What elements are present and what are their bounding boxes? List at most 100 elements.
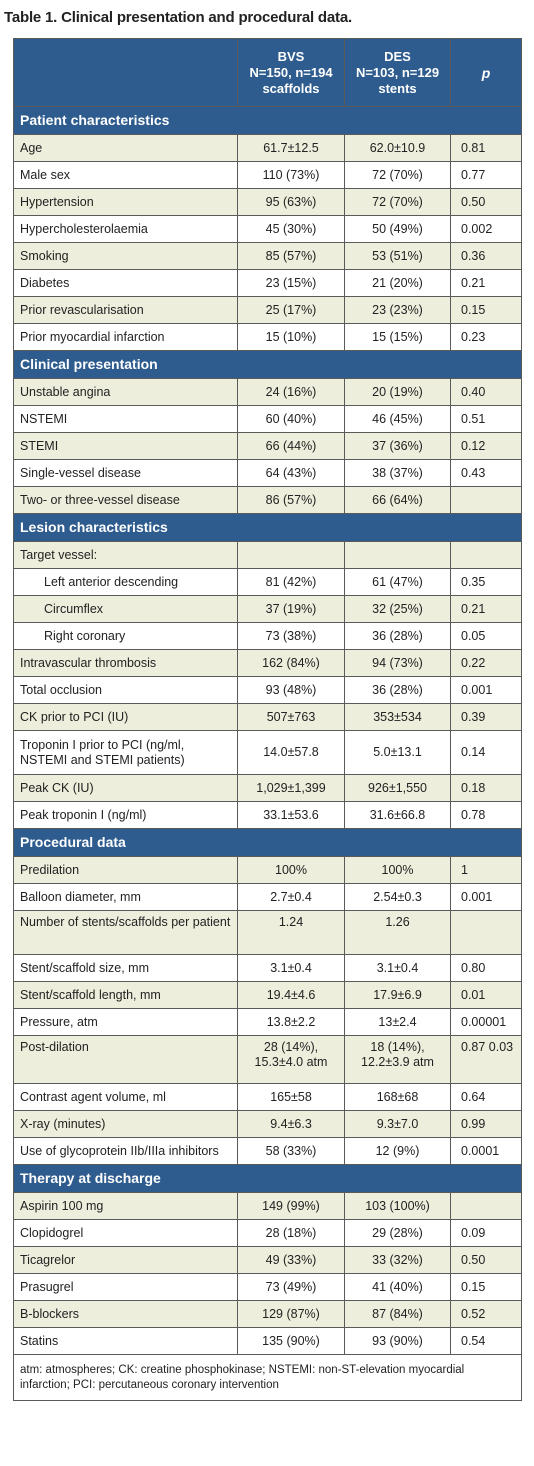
des-value: 87 (84%) <box>344 1300 451 1328</box>
table-row: Balloon diameter, mm 2.7±0.4 2.54±0.3 0.001 <box>13 883 522 911</box>
bvs-value: 165±58 <box>237 1083 345 1111</box>
bvs-value: 1.24 <box>237 910 345 955</box>
p-value <box>450 1192 522 1220</box>
header-bvs: BVS N=150, n=194 scaffolds <box>237 38 345 107</box>
row-label: Peak CK (IU) <box>13 774 238 802</box>
des-value: 1.26 <box>344 910 451 955</box>
row-label: Balloon diameter, mm <box>13 883 238 911</box>
bvs-value: 64 (43%) <box>237 459 345 487</box>
bvs-value: 100% <box>237 856 345 884</box>
p-value: 0.87 0.03 <box>450 1035 522 1084</box>
des-value: 20 (19%) <box>344 378 451 406</box>
section-header-row: Lesion characteristics <box>13 513 522 542</box>
row-label: Male sex <box>13 161 238 189</box>
row-label: Predilation <box>13 856 238 884</box>
p-value: 0.81 <box>450 134 522 162</box>
des-value: 2.54±0.3 <box>344 883 451 911</box>
table-row: CK prior to PCI (IU) 507±763 353±534 0.39 <box>13 703 522 731</box>
bvs-value: 28 (18%) <box>237 1219 345 1247</box>
footnote: atm: atmospheres; CK: creatine phosphoki… <box>13 1354 522 1401</box>
row-label: Contrast agent volume, ml <box>13 1083 238 1111</box>
bvs-value: 9.4±6.3 <box>237 1110 345 1138</box>
bvs-value: 37 (19%) <box>237 595 345 623</box>
des-value <box>344 541 451 569</box>
bvs-value: 49 (33%) <box>237 1246 345 1274</box>
des-value: 13±2.4 <box>344 1008 451 1036</box>
section-header: Clinical presentation <box>13 350 522 379</box>
row-label: Stent/scaffold length, mm <box>13 981 238 1009</box>
table-row: Circumflex 37 (19%) 32 (25%) 0.21 <box>13 595 522 623</box>
table-row: Predilation 100% 100% 1 <box>13 856 522 884</box>
table-row: Stent/scaffold size, mm 3.1±0.4 3.1±0.4 0.8… <box>13 954 522 982</box>
des-value: 17.9±6.9 <box>344 981 451 1009</box>
header-p: p <box>450 38 522 107</box>
table-row: Pressure, atm 13.8±2.2 13±2.4 0.00001 <box>13 1008 522 1036</box>
des-value: 100% <box>344 856 451 884</box>
section-header: Procedural data <box>13 828 522 857</box>
des-value: 926±1,550 <box>344 774 451 802</box>
row-label: NSTEMI <box>13 405 238 433</box>
p-value: 0.80 <box>450 954 522 982</box>
des-value: 41 (40%) <box>344 1273 451 1301</box>
bvs-value: 81 (42%) <box>237 568 345 596</box>
des-value: 38 (37%) <box>344 459 451 487</box>
row-label: Number of stents/scaffolds per patient <box>13 910 238 955</box>
table-row: Single-vessel disease 64 (43%) 38 (37%) 0.4… <box>13 459 522 487</box>
row-label: Intravascular thrombosis <box>13 649 238 677</box>
table-row: Unstable angina 24 (16%) 20 (19%) 0.40 <box>13 378 522 406</box>
row-label: Total occlusion <box>13 676 238 704</box>
p-value: 0.99 <box>450 1110 522 1138</box>
table-row: Two- or three-vessel disease 86 (57%) 66 (… <box>13 486 522 514</box>
section-header: Lesion characteristics <box>13 513 522 542</box>
des-value: 353±534 <box>344 703 451 731</box>
table-row: Clopidogrel 28 (18%) 29 (28%) 0.09 <box>13 1219 522 1247</box>
bvs-value: 73 (49%) <box>237 1273 345 1301</box>
bvs-value: 135 (90%) <box>237 1327 345 1355</box>
bvs-value: 23 (15%) <box>237 269 345 297</box>
header-label-cell <box>13 38 238 107</box>
table-row: Troponin I prior to PCI (ng/ml, NSTEMI a… <box>13 730 522 775</box>
table-row: Target vessel: <box>13 541 522 569</box>
des-value: 46 (45%) <box>344 405 451 433</box>
des-value: 18 (14%), 12.2±3.9 atm <box>344 1035 451 1084</box>
bvs-value: 95 (63%) <box>237 188 345 216</box>
header-bvs-line2: N=150, n=194 <box>249 64 333 80</box>
table-row: Prasugrel 73 (49%) 41 (40%) 0.15 <box>13 1273 522 1301</box>
table-row: Prior revascularisation 25 (17%) 23 (23%) 0… <box>13 296 522 324</box>
table-row: NSTEMI 60 (40%) 46 (45%) 0.51 <box>13 405 522 433</box>
p-value: 0.05 <box>450 622 522 650</box>
header-bvs-line1: BVS <box>277 48 305 64</box>
row-label: Clopidogrel <box>13 1219 238 1247</box>
row-label: Troponin I prior to PCI (ng/ml, NSTEMI a… <box>13 730 238 775</box>
table-row: Statins 135 (90%) 93 (90%) 0.54 <box>13 1327 522 1355</box>
des-value: 3.1±0.4 <box>344 954 451 982</box>
des-value: 33 (32%) <box>344 1246 451 1274</box>
p-value: 0.15 <box>450 1273 522 1301</box>
row-label: STEMI <box>13 432 238 460</box>
bvs-value: 2.7±0.4 <box>237 883 345 911</box>
row-label: Left anterior descending <box>13 568 238 596</box>
bvs-value: 66 (44%) <box>237 432 345 460</box>
table-row: Total occlusion 93 (48%) 36 (28%) 0.001 <box>13 676 522 704</box>
row-label: Right coronary <box>13 622 238 650</box>
row-label: Smoking <box>13 242 238 270</box>
row-label: X-ray (minutes) <box>13 1110 238 1138</box>
bvs-value: 24 (16%) <box>237 378 345 406</box>
footnote-row: atm: atmospheres; CK: creatine phosphoki… <box>13 1354 522 1401</box>
bvs-value: 129 (87%) <box>237 1300 345 1328</box>
bvs-value: 73 (38%) <box>237 622 345 650</box>
table-row: Male sex 110 (73%) 72 (70%) 0.77 <box>13 161 522 189</box>
des-value: 168±68 <box>344 1083 451 1111</box>
des-value: 36 (28%) <box>344 676 451 704</box>
table-row: Peak CK (IU) 1,029±1,399 926±1,550 0.18 <box>13 774 522 802</box>
table-row: Contrast agent volume, ml 165±58 168±68 0.6… <box>13 1083 522 1111</box>
des-value: 12 (9%) <box>344 1137 451 1165</box>
p-value: 0.21 <box>450 269 522 297</box>
table-body: BVS N=150, n=194 scaffolds DES N=103, n=… <box>13 38 522 1355</box>
table-row: B-blockers 129 (87%) 87 (84%) 0.52 <box>13 1300 522 1328</box>
row-label: Circumflex <box>13 595 238 623</box>
p-value <box>450 486 522 514</box>
section-header-row: Procedural data <box>13 828 522 857</box>
bvs-value: 149 (99%) <box>237 1192 345 1220</box>
bvs-value: 58 (33%) <box>237 1137 345 1165</box>
